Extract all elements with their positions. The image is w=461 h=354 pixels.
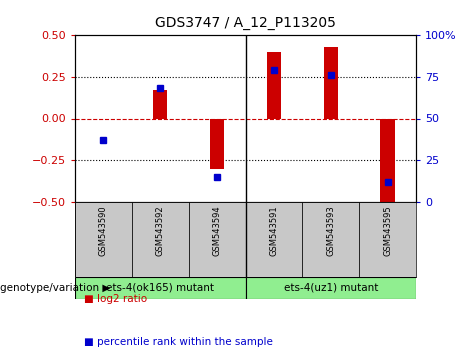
Text: GSM543592: GSM543592 [156, 206, 165, 256]
Text: GSM543593: GSM543593 [326, 206, 335, 257]
Text: genotype/variation ▶: genotype/variation ▶ [0, 283, 110, 293]
Bar [210, 119, 224, 169]
Bar [246, 277, 416, 299]
Text: ■ log2 ratio: ■ log2 ratio [84, 295, 148, 304]
Text: GSM543595: GSM543595 [383, 206, 392, 256]
Title: GDS3747 / A_12_P113205: GDS3747 / A_12_P113205 [155, 16, 336, 30]
Bar [75, 202, 132, 277]
Text: GSM543590: GSM543590 [99, 206, 108, 256]
Text: ets-4(ok165) mutant: ets-4(ok165) mutant [106, 283, 214, 293]
Bar [302, 202, 359, 277]
Text: ■ percentile rank within the sample: ■ percentile rank within the sample [84, 337, 273, 347]
Bar [359, 202, 416, 277]
Bar [132, 202, 189, 277]
Bar [246, 202, 302, 277]
Bar [153, 90, 167, 119]
Bar [380, 119, 395, 202]
Bar [267, 52, 281, 119]
Bar [324, 47, 338, 119]
Text: GSM543594: GSM543594 [213, 206, 222, 256]
Text: GSM543591: GSM543591 [269, 206, 278, 256]
Bar [189, 202, 246, 277]
Bar [75, 277, 246, 299]
Text: ets-4(uz1) mutant: ets-4(uz1) mutant [284, 283, 378, 293]
